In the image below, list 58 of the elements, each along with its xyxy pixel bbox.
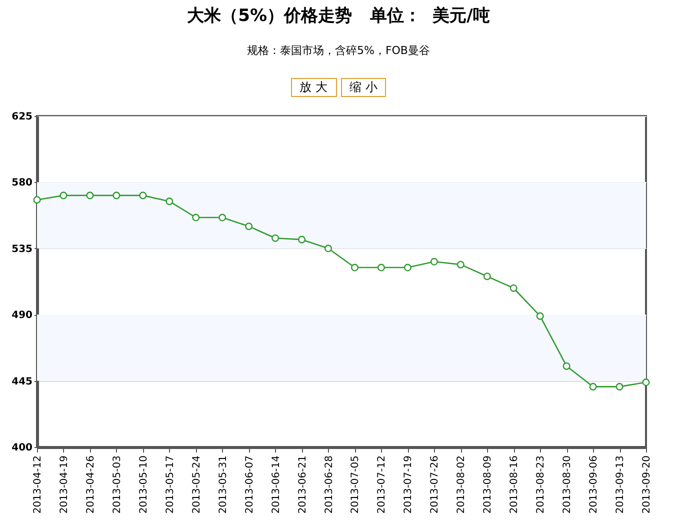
x-tick-label: 2013-05-31: [218, 456, 229, 514]
x-tick-label: 2013-07-19: [403, 456, 414, 514]
y-tick-label: 490: [12, 310, 33, 322]
point: [139, 192, 147, 200]
x-tick-label: 2013-06-28: [324, 456, 335, 514]
x-tick-label: 2013-08-23: [536, 456, 547, 514]
x-tick-label: 2013-06-21: [297, 456, 308, 514]
point: [536, 312, 544, 320]
point: [324, 244, 332, 252]
x-tick-label: 2013-05-24: [191, 456, 202, 514]
x-tick-label: 2013-09-06: [588, 456, 600, 514]
y-tick-label: 580: [12, 178, 33, 189]
x-tick-label: 2013-06-07: [244, 456, 256, 514]
x-tick-label: 2013-07-05: [350, 456, 362, 514]
y-tick-label: 445: [12, 376, 33, 388]
point: [86, 192, 94, 200]
x-tick-label: 2013-07-12: [376, 456, 388, 514]
x-tick-label: 2013-08-16: [509, 456, 520, 514]
x-tick-label: 2013-05-17: [164, 456, 176, 514]
point: [562, 362, 570, 370]
x-tick-label: 2013-04-19: [58, 456, 70, 514]
chart-subtitle: 规格：泰国市场，含碎5%，FOB曼谷: [246, 43, 431, 58]
x-tick-label: 2013-09-13: [615, 456, 626, 514]
point: [192, 214, 200, 222]
point: [510, 284, 518, 292]
point: [60, 192, 68, 200]
x-tick-label: 2013-06-14: [270, 456, 282, 514]
point: [33, 196, 41, 204]
point: [377, 264, 385, 272]
x-tick-label: 2013-08-02: [456, 456, 468, 514]
x-tick-label: 2013-04-12: [32, 456, 44, 514]
point: [642, 378, 650, 386]
point: [404, 264, 412, 272]
point: [456, 260, 464, 268]
y-tick-label: 625: [12, 112, 33, 122]
point: [245, 222, 253, 230]
point: [166, 198, 174, 206]
button: 放 大: [290, 78, 336, 97]
x-tick-label: 2013-08-09: [482, 456, 494, 514]
y-tick-label: 535: [12, 244, 33, 255]
x-tick-label: 2013-09-20: [642, 456, 652, 514]
x-tick-label: 2013-07-26: [430, 456, 441, 514]
y-tick-label: 400: [12, 442, 33, 454]
x-tick-label: 2013-05-10: [138, 456, 150, 514]
point: [430, 258, 438, 266]
point: [298, 236, 306, 244]
point: [616, 382, 624, 390]
chart-title: 大米（5%）价格走势 单位： 美元/吨: [186, 5, 491, 27]
point: [483, 272, 491, 280]
point: [112, 192, 120, 200]
point: [589, 382, 597, 390]
x-tick-label: 2013-08-30: [562, 456, 574, 514]
point: [218, 214, 226, 222]
x-tick-label: 2013-04-26: [85, 456, 96, 514]
x-tick-label: 2013-05-03: [112, 456, 123, 514]
point: [272, 234, 280, 242]
button: 缩 小: [340, 78, 386, 97]
point: [350, 264, 358, 272]
